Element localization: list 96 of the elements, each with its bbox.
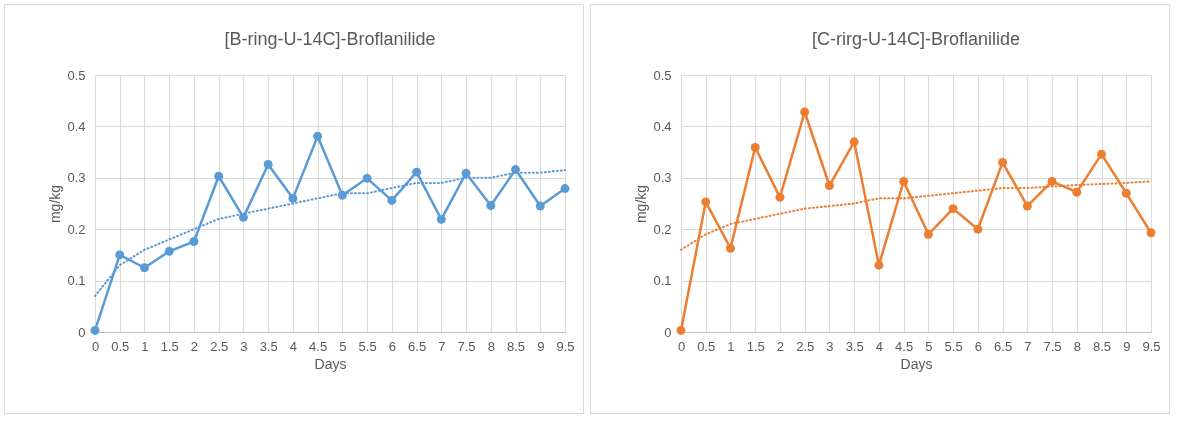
chart-title: [B-ring-U-14C]-Broflanilide bbox=[224, 29, 436, 49]
point bbox=[164, 246, 174, 256]
point bbox=[90, 325, 100, 335]
y-tick-label: 0.2 bbox=[67, 221, 86, 237]
y-tick-label: 0.4 bbox=[67, 118, 86, 134]
point bbox=[214, 171, 224, 181]
point bbox=[115, 250, 125, 260]
x-tick-label: 4 bbox=[875, 338, 884, 354]
x-tick-label: 8 bbox=[1073, 338, 1081, 354]
point bbox=[140, 263, 149, 273]
y-tick-label: 0.1 bbox=[67, 273, 86, 289]
x-tick-label: 5.5 bbox=[358, 338, 377, 354]
x-tick-label: 1.5 bbox=[746, 338, 765, 354]
x-tick-label: 7 bbox=[1024, 338, 1032, 354]
point bbox=[1121, 188, 1131, 198]
point bbox=[1047, 176, 1057, 186]
chart-title: [C-rirg-U-14C]-Broflanilide bbox=[811, 29, 1021, 49]
x-tick-label: 6 bbox=[388, 338, 396, 354]
x-tick-label: 0 bbox=[91, 338, 100, 354]
point bbox=[313, 131, 323, 141]
point bbox=[486, 201, 496, 211]
x-tick-label: 8.5 bbox=[1092, 338, 1112, 354]
x-tick-label: 1 bbox=[727, 338, 735, 354]
x-tick-label: 4.5 bbox=[309, 338, 328, 354]
point bbox=[238, 212, 248, 222]
point bbox=[362, 173, 372, 183]
x-tick-label: 3.5 bbox=[259, 338, 278, 354]
point bbox=[948, 204, 958, 214]
x-tick-label: 5 bbox=[339, 338, 347, 354]
y-axis-title: mg/kg bbox=[47, 184, 64, 224]
y-tick-label: 0.3 bbox=[67, 170, 86, 186]
x-tick-label: 1 bbox=[141, 338, 149, 354]
x-tick-label: 5 bbox=[925, 338, 933, 354]
y-tick-label: 0.5 bbox=[653, 67, 672, 83]
point bbox=[701, 197, 711, 207]
x-tick-label: 2 bbox=[776, 338, 785, 354]
x-tick-label: 3.5 bbox=[845, 338, 864, 354]
point bbox=[560, 184, 570, 194]
y-tick-label: 0 bbox=[664, 324, 672, 340]
point bbox=[874, 260, 884, 270]
point bbox=[824, 181, 834, 190]
point bbox=[387, 195, 397, 205]
x-tick-label: 9 bbox=[1123, 338, 1131, 354]
point bbox=[436, 214, 446, 224]
point bbox=[1097, 149, 1106, 159]
point bbox=[189, 237, 199, 246]
point bbox=[973, 224, 983, 234]
y-tick-label: 0 bbox=[78, 324, 86, 340]
x-tick-label: 2.5 bbox=[796, 338, 815, 354]
x-tick-label: 7.5 bbox=[457, 338, 476, 354]
x-tick-label: 9.5 bbox=[1142, 338, 1161, 354]
y-tick-label: 0.3 bbox=[653, 170, 672, 186]
x-tick-label: 0 bbox=[677, 338, 686, 354]
x-axis-title: Days bbox=[314, 355, 347, 372]
point bbox=[1146, 228, 1156, 238]
x-tick-label: 5.5 bbox=[944, 338, 963, 354]
x-tick-label: 3 bbox=[826, 338, 834, 354]
x-tick-label: 4 bbox=[289, 338, 298, 354]
x-tick-label: 4.5 bbox=[895, 338, 914, 354]
y-tick-label: 0.5 bbox=[67, 67, 86, 83]
point bbox=[775, 192, 785, 202]
x-tick-label: 6 bbox=[974, 338, 982, 354]
x-tick-label: 8.5 bbox=[506, 338, 526, 354]
point bbox=[998, 157, 1008, 167]
point bbox=[263, 159, 273, 169]
x-tick-label: 0.5 bbox=[111, 338, 130, 354]
x-tick-label: 7 bbox=[438, 338, 446, 354]
point bbox=[676, 325, 686, 335]
x-tick-label: 6.5 bbox=[408, 338, 427, 354]
x-tick-label: 9 bbox=[537, 338, 545, 354]
x-tick-label: 9.5 bbox=[556, 338, 575, 354]
x-tick-label: 8 bbox=[487, 338, 495, 354]
x-tick-label: 2 bbox=[190, 338, 199, 354]
point bbox=[923, 229, 933, 239]
point bbox=[800, 107, 810, 117]
y-tick-label: 0.2 bbox=[653, 221, 672, 237]
point bbox=[412, 167, 422, 177]
x-tick-label: 0.5 bbox=[697, 338, 716, 354]
point bbox=[1022, 201, 1032, 211]
point bbox=[726, 243, 735, 253]
x-axis-title: Days bbox=[900, 355, 933, 372]
x-tick-label: 6.5 bbox=[994, 338, 1013, 354]
point bbox=[461, 168, 471, 178]
point bbox=[535, 201, 545, 211]
point bbox=[899, 176, 909, 186]
point bbox=[750, 143, 760, 152]
point bbox=[288, 193, 298, 203]
point bbox=[1072, 187, 1082, 197]
y-tick-label: 0.4 bbox=[653, 118, 672, 134]
point bbox=[849, 137, 859, 147]
x-tick-label: 2.5 bbox=[210, 338, 229, 354]
x-tick-label: 7.5 bbox=[1043, 338, 1062, 354]
x-tick-label: 1.5 bbox=[160, 338, 179, 354]
y-tick-label: 0.1 bbox=[653, 273, 672, 289]
x-tick-label: 3 bbox=[240, 338, 248, 354]
y-axis-title: mg/kg bbox=[633, 184, 650, 224]
